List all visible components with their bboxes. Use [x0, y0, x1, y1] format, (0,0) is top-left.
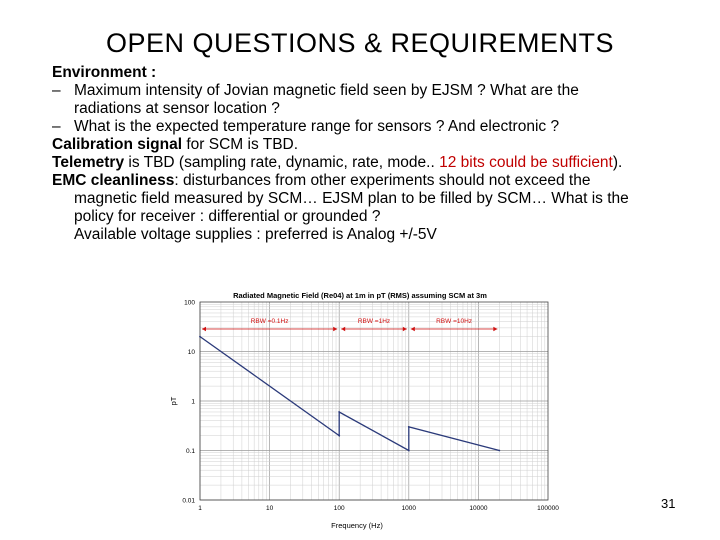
environment-heading: Environment :: [52, 64, 157, 81]
question-magnetic-field-cont: radiations at sensor location ?: [74, 100, 280, 117]
y-tick-label: 10: [188, 349, 196, 356]
series-line: [199, 336, 500, 452]
chart-grid: [199, 302, 548, 501]
series-point: [407, 425, 410, 428]
voltage-supplies-item: Available voltage supplies : preferred i…: [74, 226, 437, 243]
calibration-signal-item: Calibration signal for SCM is TBD.: [52, 136, 299, 153]
series-point: [338, 434, 341, 437]
band-arrow-right: [333, 326, 338, 332]
band-label: RBW =0.1Hz: [251, 318, 289, 325]
band-arrow-left: [202, 326, 206, 332]
slide-body: Environment : – Maximum intensity of Jovi…: [52, 64, 720, 244]
slide-title: OPEN QUESTIONS & REQUIREMENTS: [105, 28, 615, 58]
y-tick-label: 0.01: [182, 498, 195, 505]
x-tick-label: 1000: [402, 505, 417, 512]
band-arrow-left: [410, 326, 415, 332]
chart-title: Radiated Magnetic Field (Re04) at 1m in …: [233, 291, 487, 300]
question-magnetic-field: – Maximum intensity of Jovian magnetic fi…: [52, 82, 579, 99]
x-tick-label: 100000: [537, 505, 559, 512]
chart-series: [199, 335, 501, 452]
series-point: [407, 449, 410, 452]
x-tick-label: 1: [198, 505, 202, 512]
question-temperature: – What is the expected temperature range …: [52, 118, 560, 135]
band-arrow-right: [493, 326, 498, 332]
chart-plot-frame: [199, 301, 549, 501]
chart-y-axis-label: pT: [169, 396, 178, 405]
x-tick-label: 100: [334, 505, 345, 512]
telemetry-item: Telemetry is TBD (sampling rate, dynamic…: [52, 154, 623, 171]
y-tick-label: 1: [191, 399, 195, 406]
emc-cleanliness-line3: policy for receiver : differential or gr…: [74, 208, 381, 225]
band-arrow-right: [402, 326, 407, 332]
emc-cleanliness-line2: magnetic field measured by SCM… EJSM pla…: [74, 190, 629, 207]
series-point: [199, 335, 201, 338]
x-tick-label: 10000: [469, 505, 487, 512]
chart-x-axis-label: Frequency (Hz): [331, 521, 383, 530]
band-label: RBW =10Hz: [436, 318, 472, 325]
band-arrow-left: [341, 326, 346, 332]
page-number: 31: [661, 496, 676, 511]
series-point: [338, 411, 341, 413]
magnetic-field-chart: Radiated Magnetic Field (Re04) at 1m in …: [169, 291, 559, 530]
chart-bandwidth-bands: RBW =0.1Hz RBW =1Hz RBW =10Hz: [202, 318, 498, 332]
series-point: [498, 449, 501, 452]
chart-ticks: 1 10 100 1000 10000 100000 100 10 1 0.1 0.01: [182, 300, 559, 513]
emc-cleanliness-item: EMC cleanliness: disturbances from other…: [52, 172, 591, 189]
y-tick-label: 100: [184, 300, 195, 307]
x-tick-label: 10: [266, 505, 274, 512]
band-label: RBW =1Hz: [358, 318, 390, 325]
y-tick-label: 0.1: [186, 448, 195, 455]
